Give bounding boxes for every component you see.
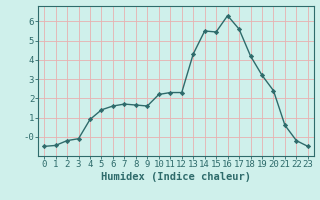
X-axis label: Humidex (Indice chaleur): Humidex (Indice chaleur) [101, 172, 251, 182]
